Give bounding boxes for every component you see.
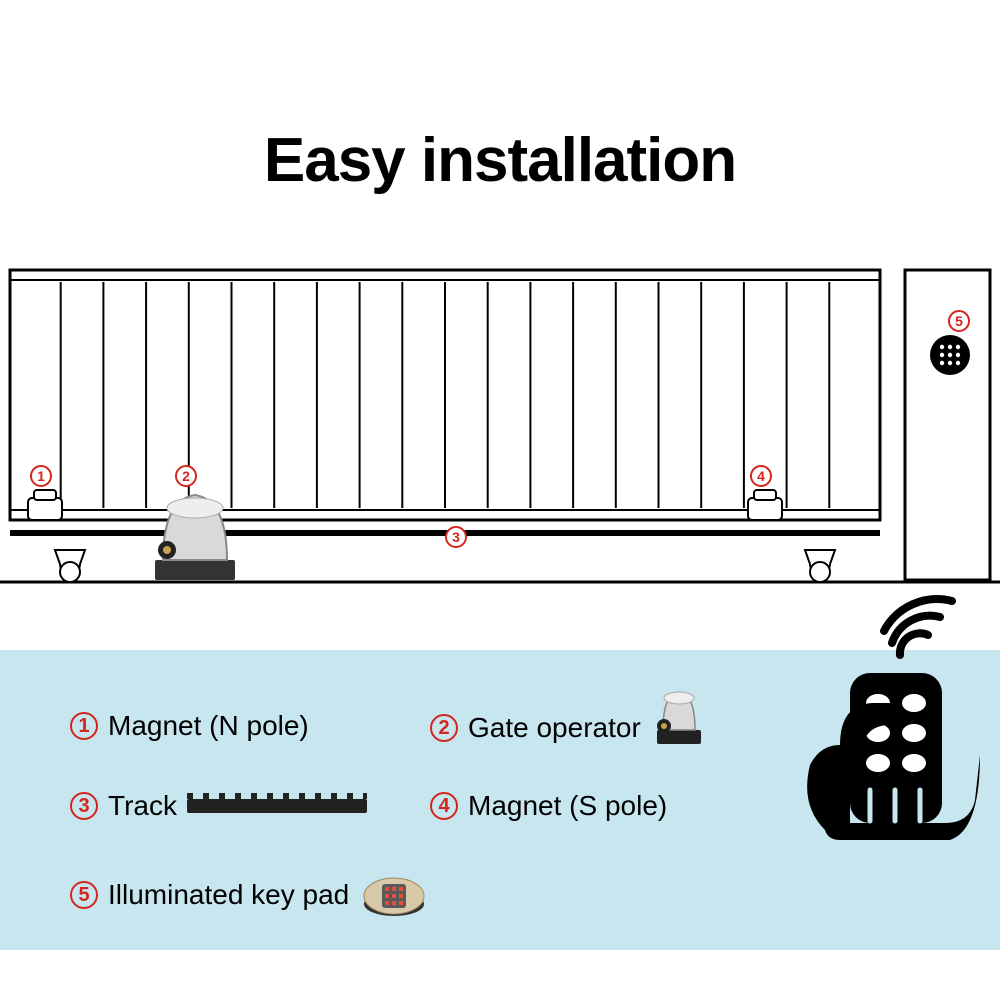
legend-item-2: 2 Gate operator <box>430 710 707 746</box>
legend-item-5: 5 Illuminated key pad <box>70 870 429 920</box>
gate-diagram: 1 2 3 4 5 <box>0 250 1000 610</box>
legend-label-1: Magnet (N pole) <box>108 710 309 742</box>
legend-num-2: 2 <box>430 714 458 742</box>
legend-num-5: 5 <box>70 881 98 909</box>
callout-5: 5 <box>948 310 970 332</box>
legend-label-5: Illuminated key pad <box>108 879 349 911</box>
remote-hand-icon <box>780 595 990 845</box>
callout-1: 1 <box>30 465 52 487</box>
legend-panel: 1 Magnet (N pole) 2 Gate operator 3 Trac… <box>0 650 1000 950</box>
callout-4: 4 <box>750 465 772 487</box>
legend-label-4: Magnet (S pole) <box>468 790 667 822</box>
legend-num-4: 4 <box>430 792 458 820</box>
legend-item-3: 3 Track <box>70 790 367 822</box>
legend-item-1: 1 Magnet (N pole) <box>70 710 309 742</box>
legend-item-4: 4 Magnet (S pole) <box>430 790 667 822</box>
legend-label-3: Track <box>108 790 177 822</box>
motor-mini-icon <box>651 684 707 746</box>
legend-num-3: 3 <box>70 792 98 820</box>
page-title: Easy installation <box>0 125 1000 196</box>
keypad-mini-icon <box>359 870 429 920</box>
track-mini-icon <box>187 799 367 813</box>
diagram-svg <box>0 250 1000 610</box>
legend-num-1: 1 <box>70 712 98 740</box>
callout-2: 2 <box>175 465 197 487</box>
legend-label-2: Gate operator <box>468 712 641 744</box>
motor-icon <box>155 495 235 580</box>
callout-3: 3 <box>445 526 467 548</box>
